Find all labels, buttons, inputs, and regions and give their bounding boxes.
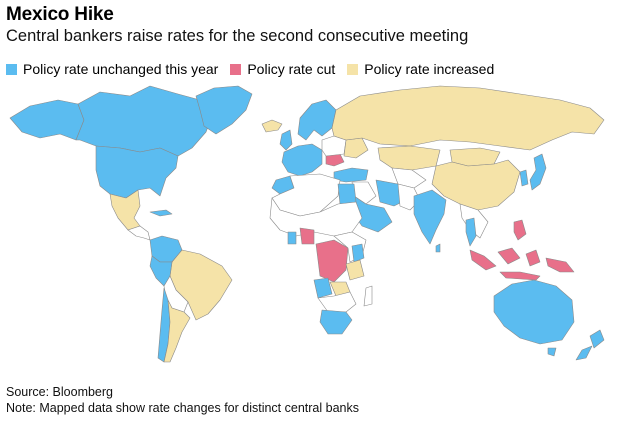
- region-mexico: [109, 189, 141, 231]
- region-ukraine: [343, 137, 369, 159]
- region-uk: [279, 129, 293, 151]
- region-alaska: [9, 99, 85, 141]
- legend-label-unchanged: Policy rate unchanged this year: [23, 61, 219, 77]
- region-korea: [519, 169, 529, 187]
- region-japan: [529, 153, 547, 191]
- region-ghana: [287, 231, 297, 245]
- region-sahel: [269, 197, 363, 237]
- region-dr-congo: [315, 239, 349, 283]
- footnote: Note: Mapped data show rate changes for …: [6, 401, 359, 415]
- region-canada: [75, 85, 213, 157]
- region-indonesia: [469, 247, 541, 281]
- region-papua-new-guinea: [545, 257, 575, 273]
- region-south-africa: [319, 309, 353, 335]
- region-new-zealand: [575, 329, 605, 361]
- region-egypt: [337, 183, 357, 205]
- legend-item-unchanged: Policy rate unchanged this year: [6, 61, 218, 77]
- world-map: [9, 85, 605, 363]
- region-madagascar: [363, 285, 373, 307]
- legend-swatch-increased: [347, 63, 359, 75]
- legend-swatch-unchanged: [6, 63, 17, 75]
- region-philippines: [513, 219, 527, 241]
- region-iceland: [261, 119, 283, 133]
- region-greenland: [195, 85, 253, 135]
- region-angola: [313, 277, 333, 299]
- region-western-europe: [281, 143, 323, 177]
- region-sri-lanka: [435, 243, 441, 253]
- region-kazakhstan: [377, 145, 441, 171]
- chart-subtitle: Central bankers raise rates for the seco…: [6, 27, 469, 45]
- legend-label-cut: Policy rate cut: [247, 61, 336, 77]
- region-tanzania: [345, 259, 365, 281]
- region-scandinavia: [297, 99, 337, 141]
- source-note: Source: Bloomberg: [6, 385, 114, 399]
- region-china: [431, 159, 521, 211]
- region-india: [413, 189, 447, 245]
- region-russia: [331, 85, 605, 151]
- region-argentina: [163, 299, 191, 363]
- region-cuba: [149, 209, 173, 217]
- region-thailand: [465, 217, 477, 247]
- region-united-states: [95, 145, 179, 199]
- legend-swatch-cut: [230, 63, 242, 75]
- legend-item-cut: Policy rate cut: [230, 61, 335, 77]
- legend-label-increased: Policy rate increased: [364, 61, 495, 77]
- region-kenya: [351, 243, 365, 263]
- region-tasmania: [547, 347, 557, 357]
- region-nigeria: [299, 227, 315, 245]
- legend: Policy rate unchanged this year Policy r…: [6, 61, 506, 77]
- legend-item-increased: Policy rate increased: [347, 61, 494, 77]
- region-australia: [493, 279, 575, 345]
- region-central-asia: [391, 167, 427, 189]
- chart-title: Mexico Hike: [6, 4, 114, 25]
